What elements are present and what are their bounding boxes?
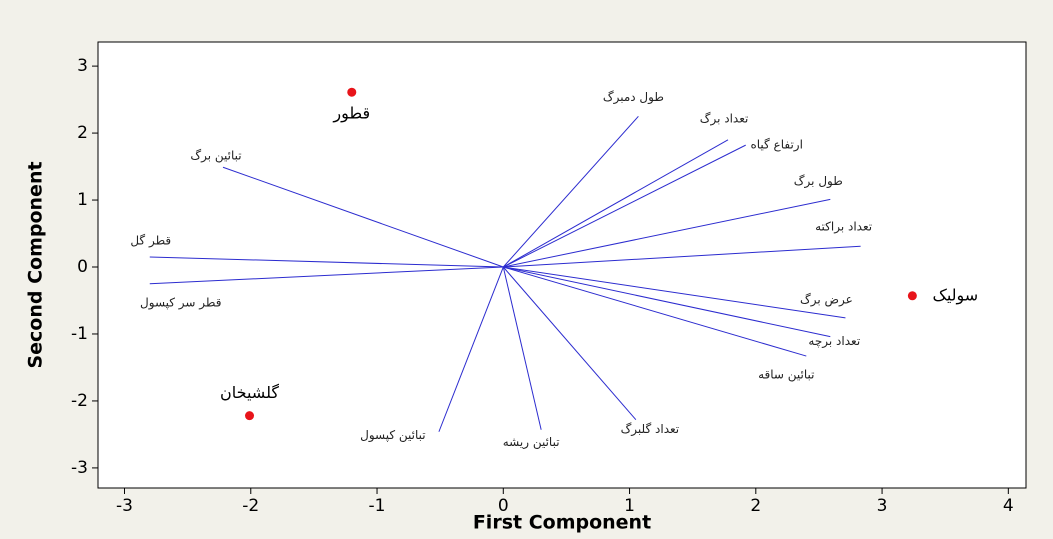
y-tick-label: -3 [71, 458, 88, 478]
x-tick-label: 2 [750, 496, 761, 516]
score-label: گلشیخان [220, 383, 279, 402]
loading-label: قطر گل [130, 233, 171, 248]
loading-vector [149, 266, 504, 285]
loading-vector [503, 245, 861, 268]
loading-label: تعداد برچه [808, 334, 860, 349]
loading-vector [502, 266, 637, 421]
loading-vector [222, 166, 504, 268]
loading-label: قطر سر کپسول [140, 295, 221, 310]
x-tick-label: 1 [624, 496, 635, 516]
score-point [245, 411, 255, 421]
loading-vector [503, 198, 831, 268]
loading-vector [503, 144, 746, 268]
loading-label: تعداد برگ [700, 111, 749, 126]
y-tick-label: 0 [77, 257, 88, 277]
loading-vector [502, 266, 542, 430]
loading-label: عرض برگ [800, 292, 853, 307]
loading-vector [503, 139, 729, 268]
loading-label: تبائین برگ [190, 149, 241, 164]
loading-vector [149, 256, 504, 268]
loading-label: طول برگ [794, 174, 843, 189]
y-axis-label: Second Component [25, 161, 47, 368]
y-tick-label: 1 [77, 190, 88, 210]
score-point [347, 87, 357, 97]
loading-vector [502, 115, 639, 268]
loading-label: ارتفاع گیاه [750, 138, 802, 153]
score-point [907, 291, 917, 301]
loading-vector [503, 266, 846, 319]
loading-vector [438, 266, 504, 432]
plot-area [97, 41, 1027, 489]
loading-label: تبائین کپسول [360, 428, 425, 443]
loading-label: طول دمبرگ [603, 90, 664, 105]
x-axis-label: First Component [473, 512, 651, 534]
loading-vector [503, 266, 807, 357]
x-tick-label: 0 [498, 496, 509, 516]
score-label: قطور [332, 104, 370, 124]
y-tick-label: 3 [77, 56, 88, 76]
x-tick-label: -1 [369, 496, 386, 516]
y-tick-label: 2 [77, 123, 88, 143]
loading-label: تبائین ریشه [503, 435, 560, 450]
x-tick-label: 4 [1003, 496, 1014, 516]
x-tick-label: 3 [877, 496, 888, 516]
loading-label: تعداد براکته [815, 220, 872, 235]
loading-label: تعداد گلبرگ [621, 422, 680, 437]
loading-label: تبائین ساقه [758, 368, 814, 383]
loading-vector [503, 266, 831, 338]
y-tick-label: -1 [71, 324, 88, 344]
x-tick-label: -2 [242, 496, 259, 516]
x-tick-label: -3 [116, 496, 133, 516]
score-label: سولیک [933, 285, 979, 305]
y-tick-label: -2 [71, 391, 88, 411]
